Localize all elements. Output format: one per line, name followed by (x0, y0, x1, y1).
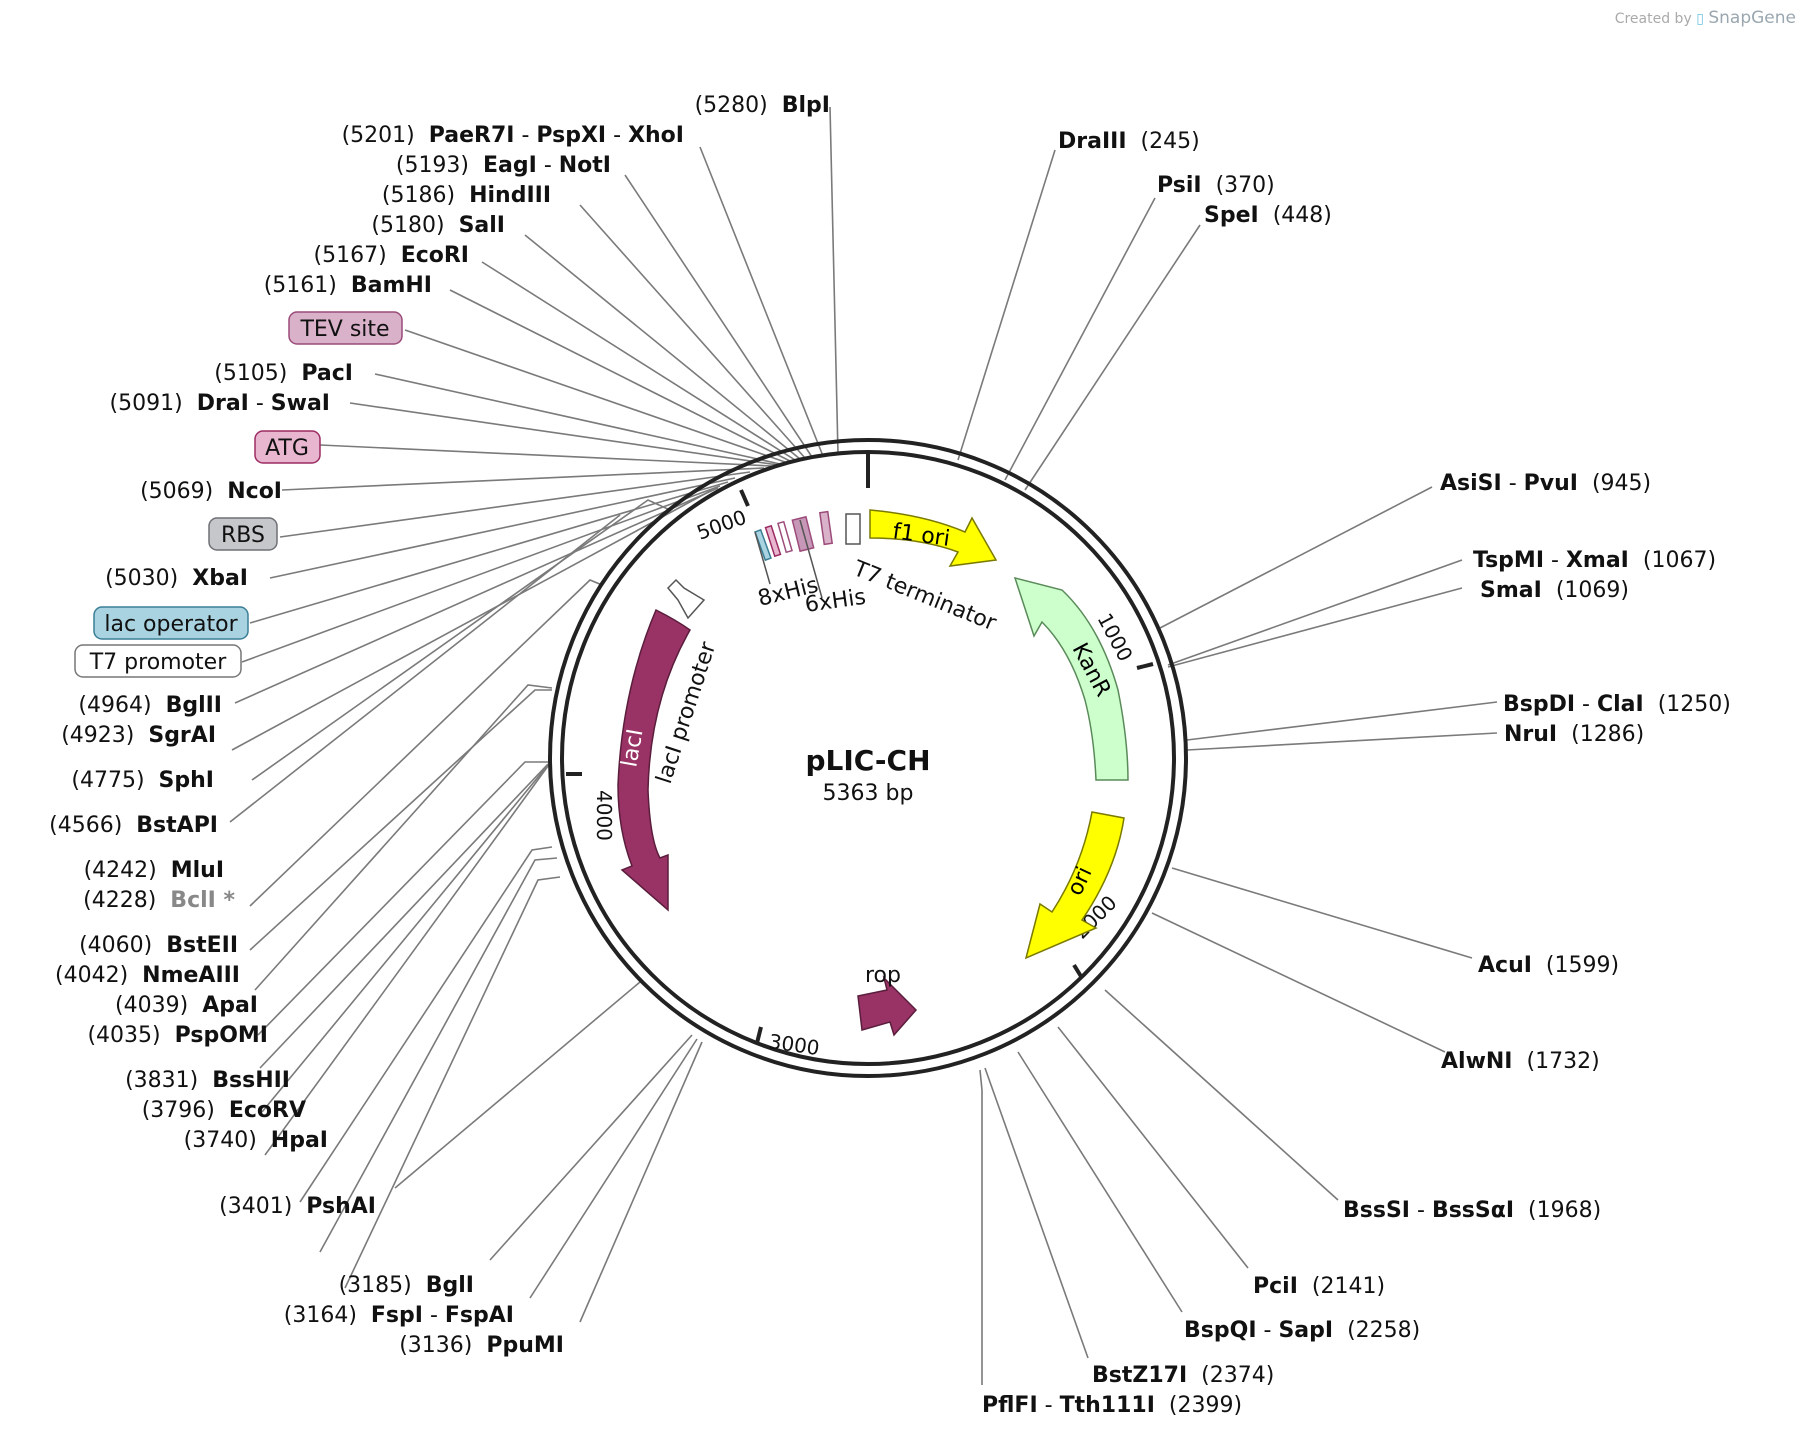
enzyme-pshai: (3401) PshAI (219, 1194, 376, 1219)
enzyme-bstapi: (4566) BstAPI (49, 813, 218, 838)
credit-prefix: Created by (1614, 11, 1692, 27)
kanr-arrow (1013, 576, 1129, 781)
tick-5000: 5000 (694, 505, 750, 545)
enzyme-swai: (5091) DraI - SwaI (110, 391, 330, 416)
enzyme-pcii: PciI (2141) (1253, 1274, 1385, 1299)
t7-promoter-label-box (74, 644, 242, 678)
enzyme-hpai: (3740) HpaI (184, 1128, 328, 1153)
enzyme-bgli: (3185) BglI (339, 1273, 474, 1298)
enzyme-sgrai: (4923) SgrAI (61, 723, 216, 748)
enzyme-noti: (5193) EagI - NotI (396, 153, 611, 178)
enzyme-bglii: (4964) BglII (78, 693, 222, 718)
tev-site-box (288, 311, 403, 345)
enzyme-spei: SpeI (448) (1204, 203, 1332, 228)
his8-box (791, 515, 815, 553)
enzyme-tth111i: PflFI - Tth111I (2399) (982, 1393, 1242, 1418)
t7-promoter-label: T7 promoter (89, 650, 227, 675)
enzyme-ppumi: (3136) PpuMI (399, 1333, 564, 1358)
rbs-label: RBS (221, 523, 265, 548)
snapgene-logo-icon: ▯ (1696, 11, 1704, 27)
ori-arrow (1024, 811, 1125, 960)
enzyme-xmai: TspMI - XmaI (1067) (1473, 548, 1716, 573)
credit-brand: SnapGene (1708, 8, 1796, 28)
enzyme-labels-right: DraIII (245) PsiI (370) SpeI (448) AsiSI… (982, 129, 1731, 1418)
enzyme-bstz17i: BstZ17I (2374) (1092, 1363, 1274, 1388)
enzyme-bsssi: BssSI - BssSαI (1968) (1343, 1198, 1601, 1223)
enzyme-sapi: BspQI - SapI (2258) (1184, 1318, 1420, 1343)
snapgene-credit: Created by ▯ SnapGene (1615, 8, 1796, 28)
enzyme-pspomi: (4035) PspOMI (87, 1023, 268, 1048)
leader-lines (229, 106, 1498, 1385)
t7-terminator-box (845, 513, 861, 545)
rop-arrow (857, 975, 918, 1037)
enzyme-alwni: AlwNI (1732) (1441, 1049, 1600, 1074)
enzyme-sphi: (4775) SphI (71, 768, 214, 793)
enzyme-nmeaiii: (4042) NmeAIII (55, 963, 240, 988)
lac-operator-label-box (93, 606, 249, 640)
enzyme-bamhi: (5161) BamHI (264, 273, 432, 298)
enzyme-smai: SmaI (1069) (1480, 578, 1629, 603)
enzyme-nrui: NruI (1286) (1504, 722, 1644, 747)
enzyme-psii: PsiI (370) (1157, 173, 1275, 198)
plasmid-backbone (548, 438, 1188, 1078)
enzyme-blpi: (5280) BlpI (695, 93, 830, 118)
tev-box (777, 520, 793, 554)
tick-4000: 4000 (592, 790, 616, 841)
atg-label: ATG (265, 436, 309, 461)
enzyme-xbai: (5030) XbaI (105, 566, 248, 591)
laci-promoter-arrow (666, 578, 706, 620)
feature-label-boxes: TEV site ATG RBS lac operator T7 promote… (74, 311, 403, 678)
enzyme-hindiii: (5186) HindIII (382, 183, 551, 208)
enzyme-labels-left: (5280) BlpI (5201) PaeR7I - PspXI - XhoI… (49, 93, 830, 1358)
laci-arrow (617, 608, 691, 912)
enzyme-ecorv: (3796) EcoRV (142, 1098, 306, 1123)
plasmid-name: pLIC-CH (805, 744, 930, 777)
enzyme-bcli: (4228) BclI * (83, 888, 235, 913)
rop-label: rop (865, 963, 901, 988)
enzyme-clai: BspDI - ClaI (1250) (1503, 692, 1731, 717)
enzyme-apai: (4039) ApaI (115, 993, 258, 1018)
enzyme-ecori: (5167) EcoRI (314, 243, 469, 268)
enzyme-bsshii: (3831) BssHII (125, 1068, 290, 1093)
enzyme-mlui: (4242) MluI (84, 858, 224, 883)
lac-operator-label: lac operator (104, 612, 238, 637)
enzyme-paci: (5105) PacI (214, 361, 353, 386)
plasmid-size: 5363 bp (823, 781, 914, 806)
tick-3000: 3000 (767, 1029, 821, 1060)
enzyme-ncoi: (5069) NcoI (140, 479, 282, 504)
enzyme-pvui: AsiSI - PvuI (945) (1440, 471, 1651, 496)
enzyme-acui: AcuI (1599) (1478, 953, 1619, 978)
atg-label-box (254, 430, 321, 464)
his6-box (818, 510, 834, 546)
enzyme-draiii: DraIII (245) (1058, 129, 1200, 154)
enzyme-sali: (5180) SalI (371, 213, 505, 238)
enzyme-xhoi: (5201) PaeR7I - PspXI - XhoI (342, 123, 684, 148)
f1-ori-arrow (869, 509, 998, 567)
t7-terminator-label: T7 terminator (849, 556, 1001, 637)
rbs-label-box (208, 517, 278, 551)
tev-site-label: TEV site (299, 317, 389, 342)
enzyme-fspai: (3164) FspI - FspAI (284, 1303, 514, 1328)
lac-operator-box (754, 528, 772, 562)
atg-box (764, 524, 782, 558)
enzyme-bsteii: (4060) BstEII (79, 933, 238, 958)
